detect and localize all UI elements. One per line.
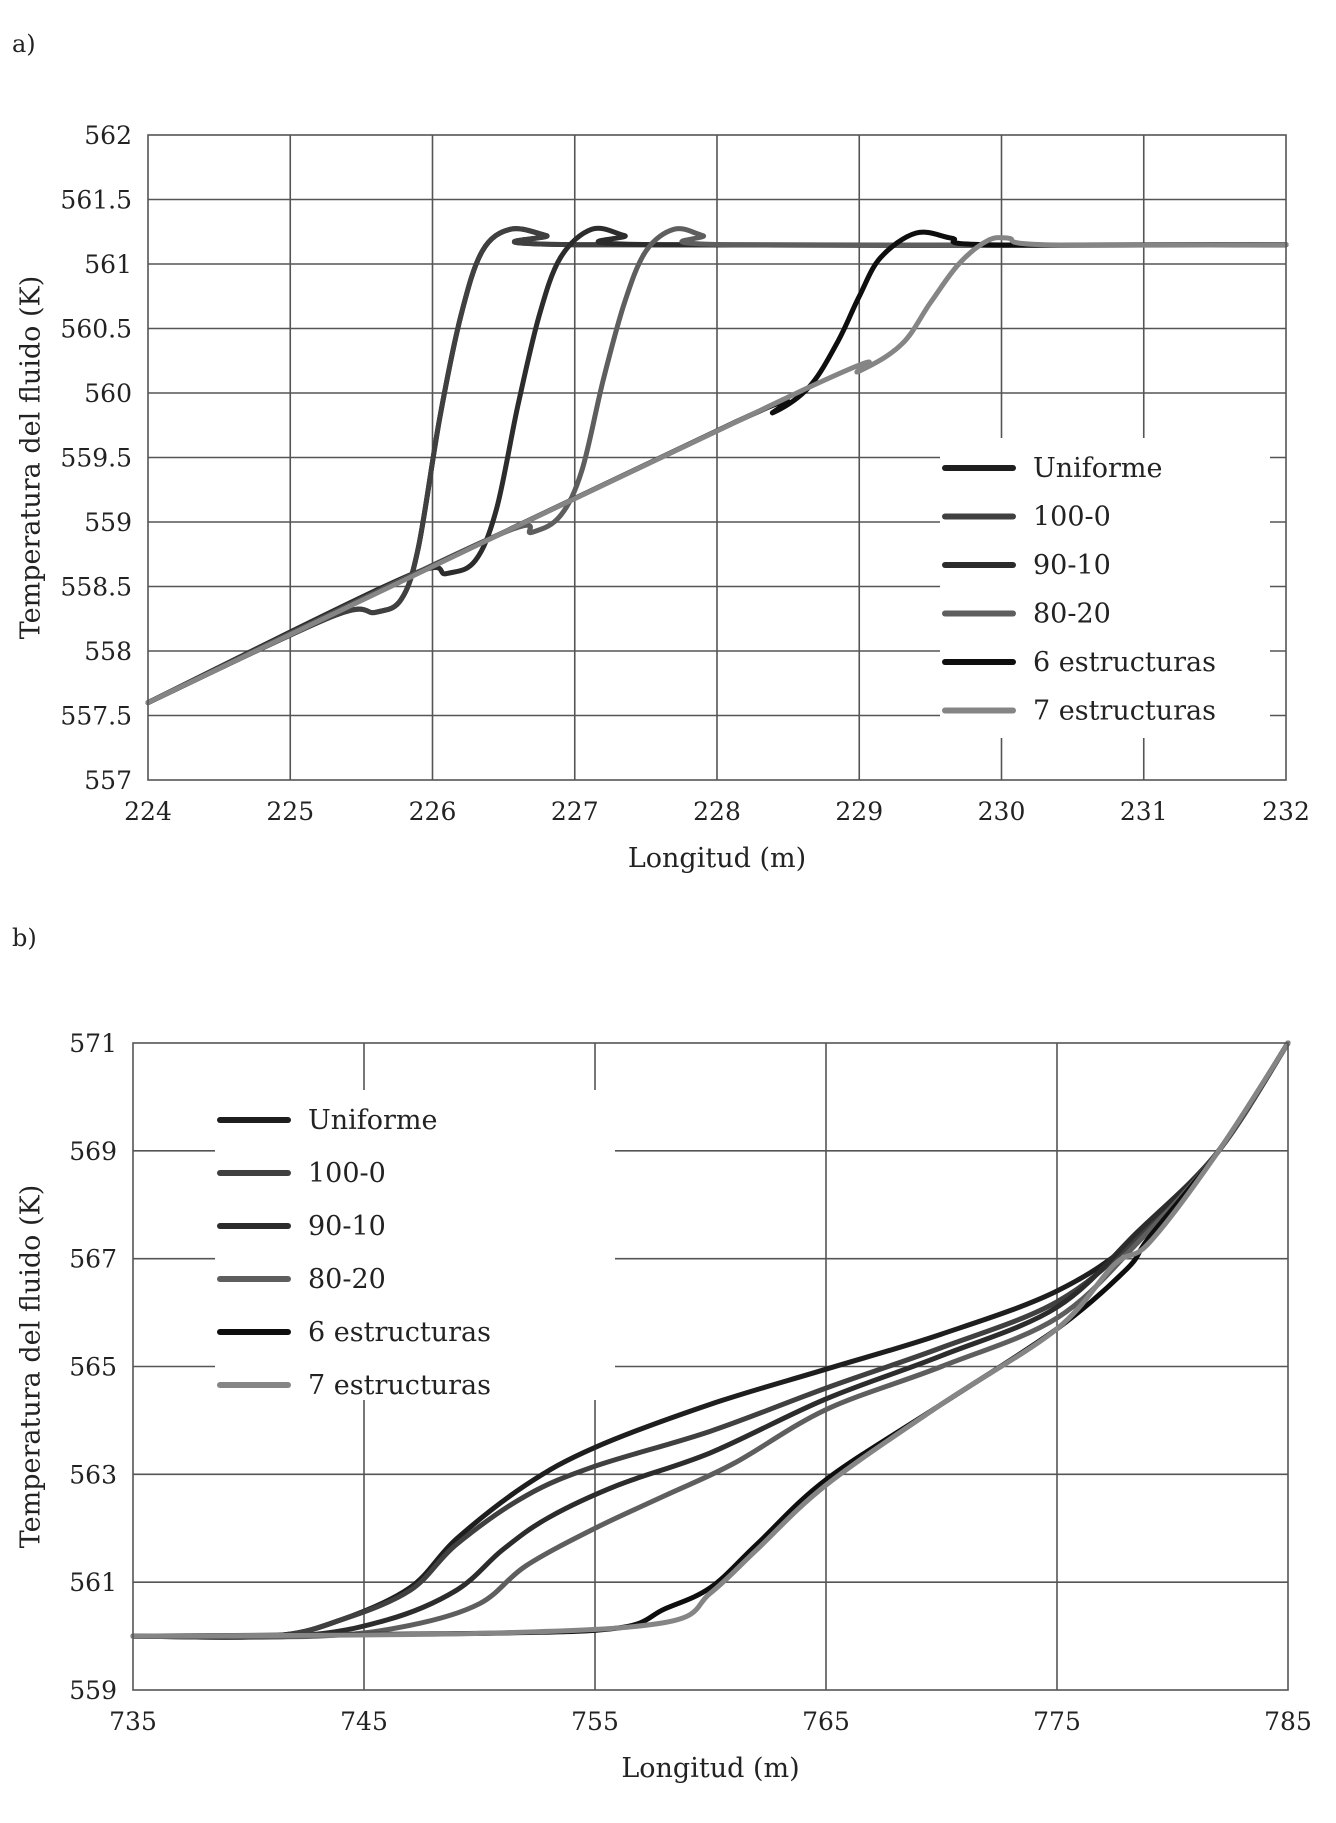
series-line-b-2 xyxy=(130,1040,1291,1640)
legend-label-b-4: 6 estructuras xyxy=(308,1317,491,1348)
x-tick-label-a: 232 xyxy=(1262,797,1310,826)
y-tick-label-a: 561 xyxy=(84,250,132,279)
legend-label-a-5: 7 estructuras xyxy=(1033,696,1216,727)
series-line-b-5 xyxy=(130,1040,1291,1639)
x-tick-label-a: 228 xyxy=(693,797,741,826)
panel-label-a: a) xyxy=(12,30,36,58)
panel-label-b: b) xyxy=(12,924,37,952)
x-tick-label-b: 755 xyxy=(571,1707,619,1736)
legend-label-a-1: 100-0 xyxy=(1033,502,1111,533)
legend-label-b-2: 90-10 xyxy=(308,1211,386,1242)
legend-label-b-1: 100-0 xyxy=(308,1158,386,1189)
x-tick-label-b: 745 xyxy=(340,1707,388,1736)
legend-a: Uniforme 100-0 90-10 80-20 6 estructuras 7 es… xyxy=(942,453,1216,727)
series-line-b-1 xyxy=(130,1040,1291,1640)
y-tick-label-b: 561 xyxy=(69,1568,117,1597)
plot-frame-a xyxy=(147,134,1287,781)
y-tick-label-a: 562 xyxy=(84,121,132,150)
x-tick-label-a: 224 xyxy=(124,797,172,826)
y-tick-label-b: 567 xyxy=(69,1245,117,1274)
y-tick-label-b: 563 xyxy=(69,1460,117,1489)
series-line-a-2 xyxy=(145,225,1289,706)
y-tick-label-b: 569 xyxy=(69,1137,117,1166)
x-tick-label-a: 226 xyxy=(409,797,457,826)
legend-label-a-3: 80-20 xyxy=(1033,599,1111,630)
y-axis-label-b: Temperatura del fluido (K) xyxy=(16,1185,47,1548)
y-tick-label-b: 571 xyxy=(69,1029,117,1058)
y-tick-label-a: 559.5 xyxy=(60,444,132,473)
series-line-a-5 xyxy=(145,235,1289,706)
legend-label-b-0: Uniforme xyxy=(308,1105,438,1136)
x-tick-label-b: 785 xyxy=(1264,1707,1312,1736)
y-tick-label-a: 558 xyxy=(84,637,132,666)
x-tick-label-a: 230 xyxy=(978,797,1026,826)
legend-label-a-0: Uniforme xyxy=(1033,453,1163,484)
series-group-b xyxy=(130,1040,1291,1640)
y-tick-label-b: 565 xyxy=(69,1353,117,1382)
x-tick-label-b: 775 xyxy=(1033,1707,1081,1736)
series-line-b-3 xyxy=(130,1040,1291,1640)
y-tick-label-a: 557.5 xyxy=(60,702,132,731)
tick-labels-a: 224 225 226 227 228 229 230 231 232 557 557.5 558 55… xyxy=(60,121,1309,826)
x-axis-label-b: Longitud (m) xyxy=(621,1753,799,1784)
tick-labels-b: 735 745 755 765 775 785 559 561 563 565 567 569 571 xyxy=(69,1029,1312,1736)
legend-label-a-2: 90-10 xyxy=(1033,550,1111,581)
y-tick-label-a: 560.5 xyxy=(60,315,132,344)
x-tick-label-a: 229 xyxy=(835,797,883,826)
x-tick-label-b: 735 xyxy=(109,1707,157,1736)
legend-label-b-3: 80-20 xyxy=(308,1264,386,1295)
y-tick-label-a: 560 xyxy=(84,379,132,408)
x-axis-label-a: Longitud (m) xyxy=(628,843,806,874)
x-tick-label-a: 227 xyxy=(551,797,599,826)
x-tick-label-b: 765 xyxy=(802,1707,850,1736)
legend-background-b xyxy=(215,1090,615,1400)
legend-background-a xyxy=(940,438,1270,738)
legend-label-b-5: 7 estructuras xyxy=(308,1370,491,1401)
x-tick-label-a: 231 xyxy=(1120,797,1168,826)
y-tick-label-a: 559 xyxy=(84,508,132,537)
chart-panel-a: a) Uniforme 100-0 90-10 80-20 6 estructuras 7… xyxy=(12,30,1310,874)
y-tick-label-a: 561.5 xyxy=(60,186,132,215)
legend-label-a-4: 6 estructuras xyxy=(1033,647,1216,678)
y-axis-label-a: Temperatura del fluido (K) xyxy=(16,276,47,639)
x-tick-label-a: 225 xyxy=(266,797,314,826)
y-tick-label-b: 559 xyxy=(69,1676,117,1705)
y-tick-label-a: 558.5 xyxy=(60,573,132,602)
legend-b: Uniforme 100-0 90-10 80-20 6 estructuras 7 es… xyxy=(217,1105,491,1401)
series-group-a xyxy=(145,225,1289,706)
y-tick-label-a: 557 xyxy=(84,766,132,795)
plot-frame-b xyxy=(132,1042,1289,1691)
